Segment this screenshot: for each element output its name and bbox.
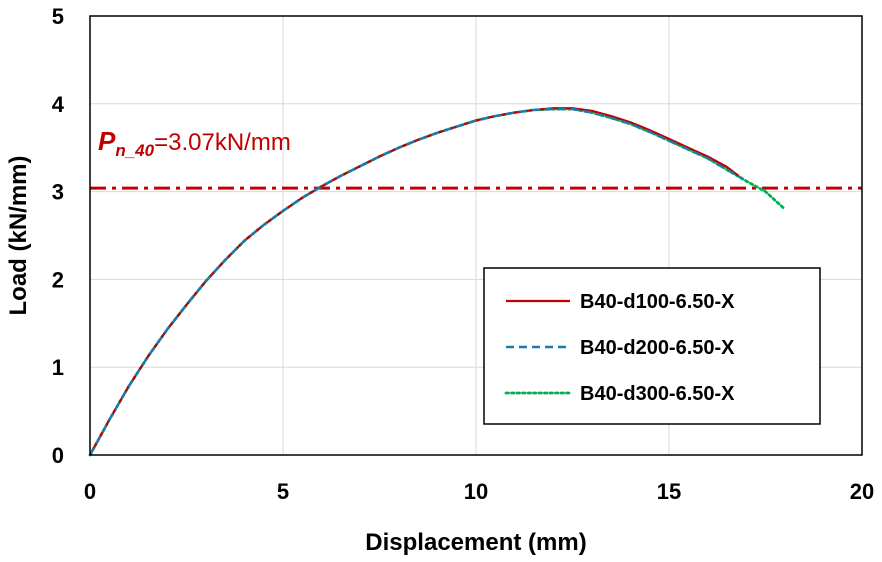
x-tick-label: 20: [850, 479, 874, 504]
y-tick-label: 1: [52, 355, 64, 380]
legend-items: B40-d100-6.50-X B40-d200-6.50-X B40-d300-6…: [504, 291, 735, 405]
plot-frame: [89, 15, 863, 456]
y-axis-title: Load (kN/mm): [5, 155, 32, 315]
legend: B40-d100-6.50-X B40-d200-6.50-X B40-d300-6…: [483, 267, 821, 425]
y-tick-label: 4: [52, 92, 65, 117]
y-tick-label: 2: [52, 267, 64, 292]
legend-label-2: B40-d200-6.50-X: [580, 337, 735, 359]
legend-label-3: B40-d300-6.50-X: [580, 383, 735, 405]
y-tick-label: 5: [52, 4, 64, 29]
legend-label-1: B40-d100-6.50-X: [580, 291, 735, 313]
annotation-subscript: n_40: [115, 141, 154, 160]
x-tick-label: 5: [277, 479, 289, 504]
x-tick-label: 10: [464, 479, 488, 504]
x-tick-label: 15: [657, 479, 681, 504]
tick-labels: 0 5 10 15 20 0 1 2 3 4 5: [52, 4, 874, 504]
capacity-annotation: Pn_40=3.07kN/mm: [98, 126, 291, 160]
y-tick-label: 0: [52, 443, 64, 468]
series-line-2: [88, 107, 743, 456]
annotation-value: =3.07kN/mm: [154, 129, 291, 156]
series-layer: [88, 107, 787, 457]
x-axis-title: Displacement (mm): [365, 529, 586, 556]
grid: [90, 16, 862, 455]
annotation-symbol: P: [98, 126, 116, 156]
x-tick-label: 0: [84, 479, 96, 504]
y-tick-label: 3: [52, 180, 64, 205]
